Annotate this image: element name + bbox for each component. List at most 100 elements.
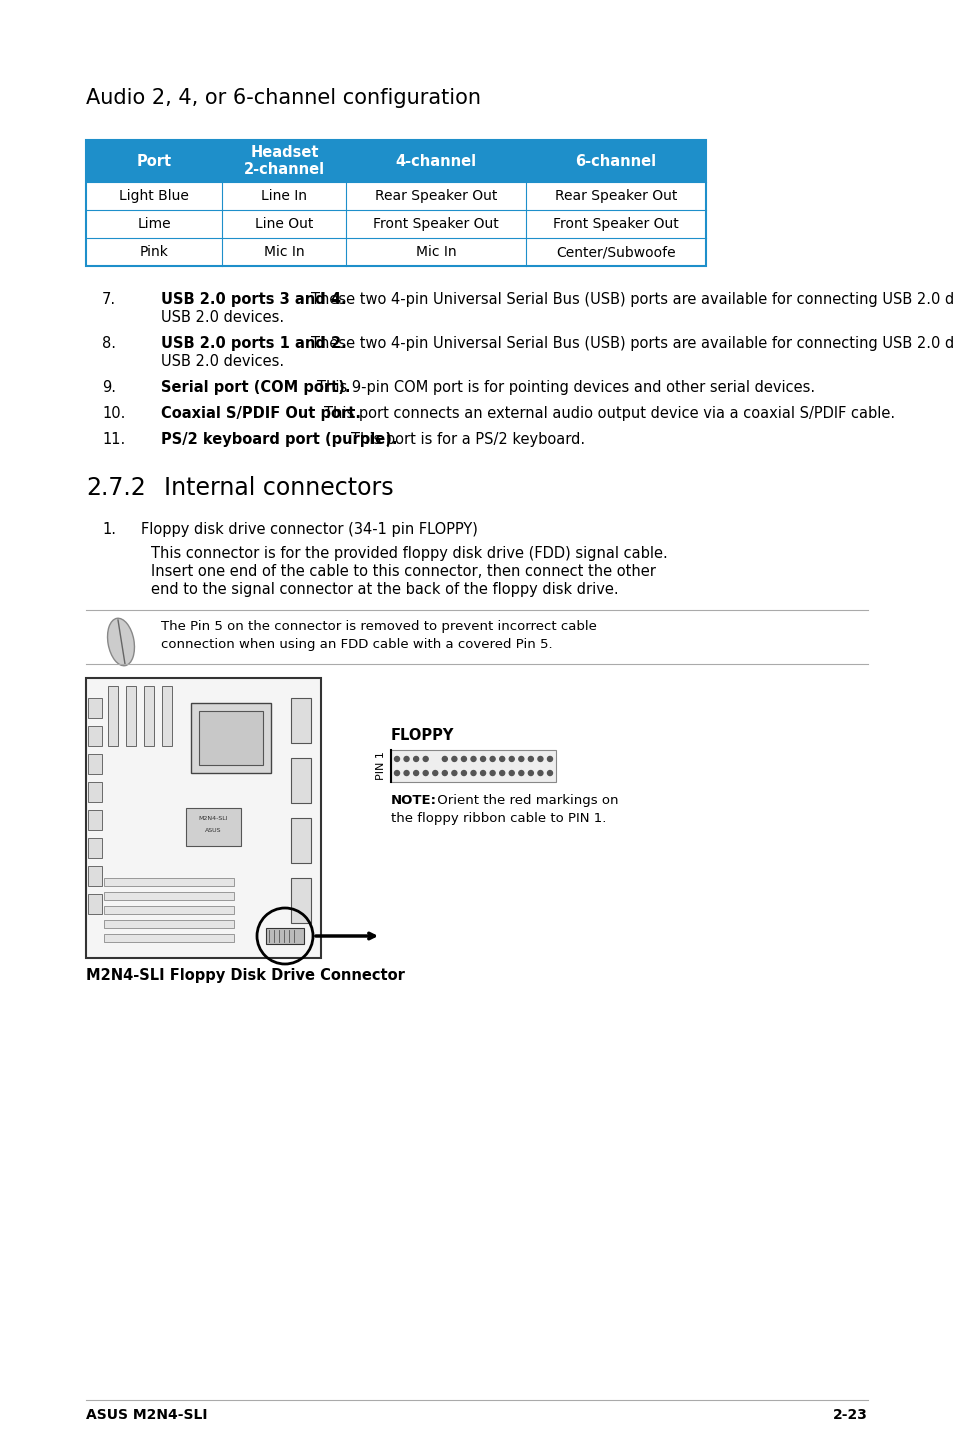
Circle shape — [509, 771, 514, 775]
Circle shape — [490, 771, 495, 775]
Text: This port is for a PS/2 keyboard.: This port is for a PS/2 keyboard. — [351, 431, 585, 447]
Bar — [104, 920, 233, 928]
Circle shape — [452, 756, 456, 762]
Bar — [291, 818, 311, 863]
Text: These two 4-pin Universal Serial Bus (USB) ports are available for connecting US: These two 4-pin Universal Serial Bus (US… — [311, 292, 953, 306]
Circle shape — [518, 771, 523, 775]
Text: Insert one end of the cable to this connector, then connect the other: Insert one end of the cable to this conn… — [151, 564, 656, 580]
Text: Line Out: Line Out — [255, 217, 314, 232]
Circle shape — [414, 756, 418, 762]
Circle shape — [480, 771, 485, 775]
Circle shape — [537, 771, 542, 775]
Circle shape — [547, 756, 552, 762]
Bar — [88, 810, 102, 830]
Text: Front Speaker Out: Front Speaker Out — [553, 217, 679, 232]
Text: USB 2.0 ports 1 and 2.: USB 2.0 ports 1 and 2. — [161, 336, 346, 351]
Text: 11.: 11. — [102, 431, 125, 447]
Circle shape — [423, 771, 428, 775]
Circle shape — [471, 756, 476, 762]
Bar — [88, 866, 102, 886]
Ellipse shape — [108, 618, 134, 666]
Text: Front Speaker Out: Front Speaker Out — [373, 217, 498, 232]
Bar — [86, 677, 320, 958]
Text: 2-23: 2-23 — [832, 1408, 867, 1422]
Text: USB 2.0 devices.: USB 2.0 devices. — [161, 311, 284, 325]
Text: This connector is for the provided floppy disk drive (FDD) signal cable.: This connector is for the provided flopp… — [151, 546, 667, 561]
Bar — [291, 697, 311, 743]
Text: 2.7.2: 2.7.2 — [86, 476, 146, 500]
Circle shape — [395, 771, 399, 775]
Circle shape — [442, 756, 447, 762]
Circle shape — [490, 756, 495, 762]
Circle shape — [499, 756, 504, 762]
Bar — [291, 879, 311, 923]
Bar — [191, 703, 271, 774]
Text: 8.: 8. — [102, 336, 116, 351]
Text: 7.: 7. — [102, 292, 116, 306]
Text: Orient the red markings on: Orient the red markings on — [433, 794, 618, 807]
Text: PIN 1: PIN 1 — [375, 752, 386, 781]
Text: Headset
2-channel: Headset 2-channel — [244, 145, 325, 177]
Text: Rear Speaker Out: Rear Speaker Out — [555, 188, 677, 203]
Text: PS/2 keyboard port (purple).: PS/2 keyboard port (purple). — [161, 431, 397, 447]
Text: USB 2.0 devices.: USB 2.0 devices. — [161, 354, 284, 370]
Text: connection when using an FDD cable with a covered Pin 5.: connection when using an FDD cable with … — [161, 638, 552, 651]
Bar — [88, 754, 102, 774]
Bar — [88, 782, 102, 802]
Text: M2N4-SLI Floppy Disk Drive Connector: M2N4-SLI Floppy Disk Drive Connector — [86, 968, 404, 984]
Text: 1.: 1. — [102, 522, 116, 536]
Text: Lime: Lime — [137, 217, 171, 232]
Circle shape — [547, 771, 552, 775]
Text: 4-channel: 4-channel — [395, 154, 476, 168]
Circle shape — [528, 771, 533, 775]
Text: Rear Speaker Out: Rear Speaker Out — [375, 188, 497, 203]
Text: Serial port (COM port).: Serial port (COM port). — [161, 380, 350, 395]
Text: Mic In: Mic In — [264, 244, 304, 259]
Circle shape — [537, 756, 542, 762]
Circle shape — [433, 771, 437, 775]
Circle shape — [395, 756, 399, 762]
Text: These two 4-pin Universal Serial Bus (USB) ports are available for connecting US: These two 4-pin Universal Serial Bus (US… — [311, 336, 953, 351]
Bar — [186, 808, 241, 846]
Circle shape — [404, 771, 409, 775]
Bar — [86, 139, 705, 266]
Bar — [88, 894, 102, 915]
Bar — [88, 726, 102, 746]
Text: Port: Port — [136, 154, 172, 168]
Circle shape — [528, 756, 533, 762]
Text: Coaxial S/PDIF Out port.: Coaxial S/PDIF Out port. — [161, 406, 360, 421]
Text: 6-channel: 6-channel — [575, 154, 656, 168]
Circle shape — [414, 771, 418, 775]
Text: NOTE:: NOTE: — [391, 794, 436, 807]
Bar — [199, 710, 263, 765]
Text: This port connects an external audio output device via a coaxial S/PDIF cable.: This port connects an external audio out… — [324, 406, 894, 421]
Text: The Pin 5 on the connector is removed to prevent incorrect cable: The Pin 5 on the connector is removed to… — [161, 620, 597, 633]
Bar — [391, 751, 556, 782]
Text: ASUS: ASUS — [205, 827, 221, 833]
Bar — [104, 906, 233, 915]
Bar — [266, 928, 304, 943]
Bar — [162, 686, 172, 746]
Bar — [104, 935, 233, 942]
Circle shape — [442, 771, 447, 775]
Text: Floppy disk drive connector (34-1 pin FLOPPY): Floppy disk drive connector (34-1 pin FL… — [141, 522, 477, 536]
Text: Audio 2, 4, or 6-channel configuration: Audio 2, 4, or 6-channel configuration — [86, 88, 480, 108]
Text: the floppy ribbon cable to PIN 1.: the floppy ribbon cable to PIN 1. — [391, 812, 606, 825]
Text: 9.: 9. — [102, 380, 116, 395]
Text: Line In: Line In — [261, 188, 307, 203]
Bar — [108, 686, 118, 746]
Text: Center/Subwoofe: Center/Subwoofe — [556, 244, 676, 259]
Bar — [86, 139, 705, 183]
Circle shape — [499, 771, 504, 775]
Circle shape — [461, 756, 466, 762]
Bar — [291, 758, 311, 802]
Text: Pink: Pink — [140, 244, 169, 259]
Circle shape — [480, 756, 485, 762]
Text: M2N4-SLI: M2N4-SLI — [198, 817, 228, 821]
Circle shape — [509, 756, 514, 762]
Circle shape — [452, 771, 456, 775]
Bar — [126, 686, 136, 746]
Text: Internal connectors: Internal connectors — [164, 476, 394, 500]
Text: USB 2.0 ports 3 and 4.: USB 2.0 ports 3 and 4. — [161, 292, 346, 306]
Text: end to the signal connector at the back of the floppy disk drive.: end to the signal connector at the back … — [151, 582, 618, 597]
